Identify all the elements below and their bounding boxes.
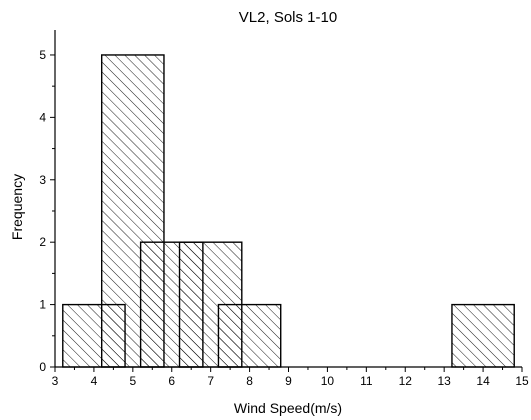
x-tick-label: 3 bbox=[52, 374, 59, 388]
histogram-bar-5 bbox=[217, 303, 282, 368]
x-tick-label: 8 bbox=[246, 374, 253, 388]
x-tick-label: 9 bbox=[285, 374, 292, 388]
x-tick-label: 7 bbox=[207, 374, 214, 388]
x-tick-label: 15 bbox=[515, 374, 529, 388]
bars-group bbox=[62, 54, 515, 368]
y-axis-label: Frequency bbox=[9, 174, 25, 240]
x-tick-label: 10 bbox=[321, 374, 335, 388]
x-tick-label: 12 bbox=[399, 374, 413, 388]
x-tick-label: 11 bbox=[360, 374, 373, 388]
y-tick-label: 0 bbox=[39, 360, 46, 374]
x-tick-label: 13 bbox=[437, 374, 451, 388]
x-tick-label: 14 bbox=[476, 374, 490, 388]
y-tick-label: 4 bbox=[39, 110, 46, 124]
y-tick-label: 2 bbox=[39, 235, 46, 249]
y-tick-label: 3 bbox=[39, 173, 46, 187]
y-tick-label: 1 bbox=[39, 298, 46, 312]
chart-title: VL2, Sols 1-10 bbox=[239, 9, 337, 26]
x-axis-label: Wind Speed(m/s) bbox=[234, 400, 342, 416]
x-tick-label: 5 bbox=[129, 374, 136, 388]
y-tick-label: 5 bbox=[39, 48, 46, 62]
histogram-bar-6 bbox=[451, 303, 515, 368]
x-tick-label: 4 bbox=[91, 374, 98, 388]
x-tick-label: 6 bbox=[168, 374, 175, 388]
